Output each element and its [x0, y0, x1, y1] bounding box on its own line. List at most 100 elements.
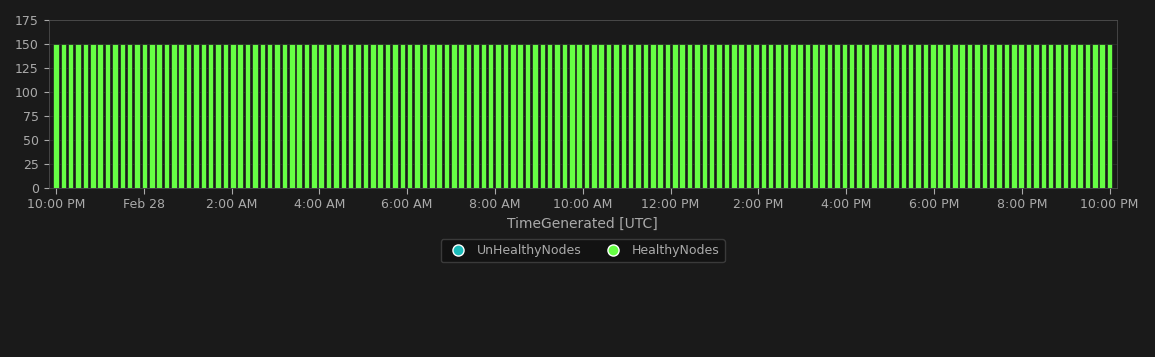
Bar	[783, 44, 788, 188]
Bar	[694, 44, 700, 188]
Bar	[746, 44, 752, 188]
Bar	[709, 44, 715, 188]
Bar	[385, 44, 390, 188]
Bar	[606, 44, 611, 188]
Bar	[341, 44, 346, 188]
Bar	[511, 44, 515, 188]
Bar	[886, 44, 892, 188]
Bar	[282, 44, 288, 188]
Bar	[1056, 44, 1060, 188]
Bar	[665, 44, 670, 188]
Bar	[834, 44, 840, 188]
Bar	[827, 44, 833, 188]
Bar	[716, 44, 722, 188]
Bar	[628, 44, 633, 188]
Bar	[923, 44, 929, 188]
Legend: UnHealthyNodes, HealthyNodes: UnHealthyNodes, HealthyNodes	[441, 239, 724, 262]
X-axis label: TimeGenerated [UTC]: TimeGenerated [UTC]	[507, 217, 658, 231]
Bar	[524, 44, 530, 188]
Bar	[348, 44, 353, 188]
Bar	[1034, 44, 1038, 188]
Bar	[974, 44, 979, 188]
Bar	[97, 44, 103, 188]
Bar	[179, 44, 184, 188]
Bar	[1048, 44, 1053, 188]
Bar	[930, 44, 936, 188]
Bar	[83, 44, 88, 188]
Bar	[1093, 44, 1097, 188]
Bar	[893, 44, 899, 188]
Bar	[1100, 44, 1105, 188]
Bar	[760, 44, 766, 188]
Bar	[480, 44, 486, 188]
Bar	[186, 44, 192, 188]
Bar	[223, 44, 229, 188]
Bar	[569, 44, 574, 188]
Bar	[245, 44, 251, 188]
Bar	[119, 44, 125, 188]
Bar	[1078, 44, 1083, 188]
Bar	[208, 44, 214, 188]
Bar	[378, 44, 383, 188]
Bar	[370, 44, 375, 188]
Bar	[620, 44, 626, 188]
Bar	[915, 44, 921, 188]
Bar	[583, 44, 589, 188]
Bar	[474, 44, 478, 188]
Bar	[105, 44, 111, 188]
Bar	[134, 44, 140, 188]
Bar	[856, 44, 862, 188]
Bar	[871, 44, 877, 188]
Bar	[952, 44, 957, 188]
Bar	[989, 44, 994, 188]
Bar	[415, 44, 419, 188]
Bar	[879, 44, 884, 188]
Bar	[679, 44, 685, 188]
Bar	[945, 44, 951, 188]
Bar	[142, 44, 147, 188]
Bar	[333, 44, 338, 188]
Bar	[1026, 44, 1031, 188]
Bar	[356, 44, 360, 188]
Bar	[938, 44, 942, 188]
Bar	[304, 44, 310, 188]
Bar	[797, 44, 803, 188]
Bar	[561, 44, 567, 188]
Bar	[775, 44, 781, 188]
Bar	[738, 44, 744, 188]
Bar	[1011, 44, 1016, 188]
Bar	[393, 44, 397, 188]
Bar	[657, 44, 663, 188]
Bar	[731, 44, 737, 188]
Bar	[326, 44, 331, 188]
Bar	[532, 44, 538, 188]
Bar	[546, 44, 552, 188]
Bar	[201, 44, 206, 188]
Bar	[1041, 44, 1046, 188]
Bar	[437, 44, 442, 188]
Bar	[1085, 44, 1090, 188]
Bar	[849, 44, 855, 188]
Bar	[112, 44, 118, 188]
Bar	[487, 44, 493, 188]
Bar	[267, 44, 273, 188]
Bar	[311, 44, 316, 188]
Bar	[768, 44, 774, 188]
Bar	[1106, 44, 1112, 188]
Bar	[452, 44, 456, 188]
Bar	[274, 44, 280, 188]
Bar	[539, 44, 545, 188]
Bar	[319, 44, 325, 188]
Bar	[842, 44, 847, 188]
Bar	[701, 44, 707, 188]
Bar	[724, 44, 729, 188]
Bar	[554, 44, 560, 188]
Bar	[960, 44, 966, 188]
Bar	[967, 44, 973, 188]
Bar	[576, 44, 582, 188]
Bar	[400, 44, 405, 188]
Bar	[230, 44, 236, 188]
Bar	[444, 44, 449, 188]
Bar	[127, 44, 133, 188]
Bar	[687, 44, 692, 188]
